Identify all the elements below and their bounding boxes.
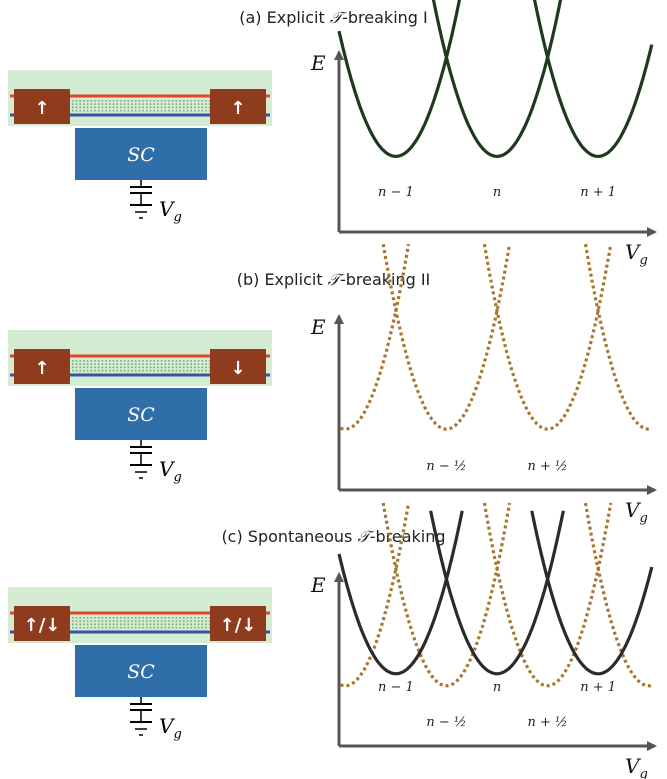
superconductor-block [75, 128, 207, 180]
x-axis-label: Vg [625, 754, 648, 779]
parity-label-1: n − 1 [378, 185, 414, 200]
gate-capacitor-symbol [130, 440, 152, 479]
half-charge-parabola-2 [381, 243, 512, 431]
sc-label: SC [127, 404, 155, 426]
parity-label-1: n − 1 [378, 680, 414, 695]
half-charge-parabola-4 [583, 243, 653, 431]
sc-label: SC [127, 144, 155, 166]
charge-parabola-1 [337, 510, 464, 676]
parity-label-3: n + 1 [580, 680, 616, 695]
energy-plot-a: E Vg n − 1 n n + 1 [310, 0, 657, 268]
spin-left-label: ↑/↓ [24, 615, 61, 636]
x-axis-label: Vg [625, 498, 648, 526]
half-charge-parabola-3 [482, 243, 613, 431]
magnet-right [210, 606, 266, 641]
charge-parabola-3 [530, 510, 654, 676]
half-charge-parabola-4 [583, 502, 653, 688]
gate-voltage-label: Vg [159, 714, 182, 742]
charge-parabola-2 [429, 510, 565, 676]
spin-left-label: ↑ [34, 98, 49, 119]
sc-label: SC [127, 661, 155, 683]
magnet-left [14, 349, 70, 384]
spin-right-label: ↑ [230, 98, 245, 119]
half-parity-label-2: n + ½ [527, 715, 567, 730]
charge-parabola-3 [532, 0, 654, 159]
energy-plot-c: E Vg n − 1 n n + 1 n − ½ n + ½ [310, 502, 657, 779]
gate-capacitor-symbol [130, 180, 152, 219]
magnet-left [14, 89, 70, 124]
nanowire-region [72, 100, 218, 112]
device-schematic-b: ↑ ↓ SC Vg [8, 330, 272, 485]
parity-label-2: n [493, 185, 501, 200]
half-parity-label-1: n − ½ [426, 715, 466, 730]
nanowire-region [72, 617, 218, 629]
superconductor-block [75, 388, 207, 440]
half-charge-parabola-2 [381, 502, 512, 688]
y-axis-label: E [310, 573, 326, 597]
panel-c-title: (c) Spontaneous 𝒯-breaking [221, 527, 446, 546]
panel-b-title: (b) Explicit 𝒯-breaking II [236, 270, 431, 289]
parity-label-3: n + 1 [580, 185, 616, 200]
gate-capacitor-symbol [130, 697, 152, 736]
parity-label-2: n [493, 680, 501, 695]
spin-right-label: ↓ [230, 358, 245, 379]
device-schematic-c: ↑/↓ ↑/↓ SC Vg [8, 587, 272, 742]
charge-parabola-2 [431, 0, 563, 159]
gate-voltage-label: Vg [159, 457, 182, 485]
charge-parabola-1 [337, 0, 462, 159]
device-schematic-a: ↑ ↑ SC Vg [8, 70, 272, 225]
superconductor-block [75, 645, 207, 697]
magnet-right [210, 349, 266, 384]
magnet-right [210, 89, 266, 124]
gate-voltage-label: Vg [159, 197, 182, 225]
half-charge-parabola-1 [340, 502, 411, 688]
half-charge-parabola-1 [340, 243, 411, 431]
panel-a-title: (a) Explicit 𝒯-breaking I [239, 8, 428, 27]
y-axis-label: E [310, 51, 326, 75]
y-axis-label: E [310, 315, 326, 339]
half-charge-parabola-3 [482, 502, 613, 688]
nanowire-region [72, 360, 218, 372]
half-parity-label-1: n − ½ [426, 459, 466, 474]
spin-left-label: ↑ [34, 358, 49, 379]
energy-plot-b: E Vg n − ½ n + ½ [310, 243, 657, 526]
x-axis-label: Vg [625, 240, 648, 268]
half-parity-label-2: n + ½ [527, 459, 567, 474]
magnet-left [14, 606, 70, 641]
spin-right-label: ↑/↓ [220, 615, 257, 636]
